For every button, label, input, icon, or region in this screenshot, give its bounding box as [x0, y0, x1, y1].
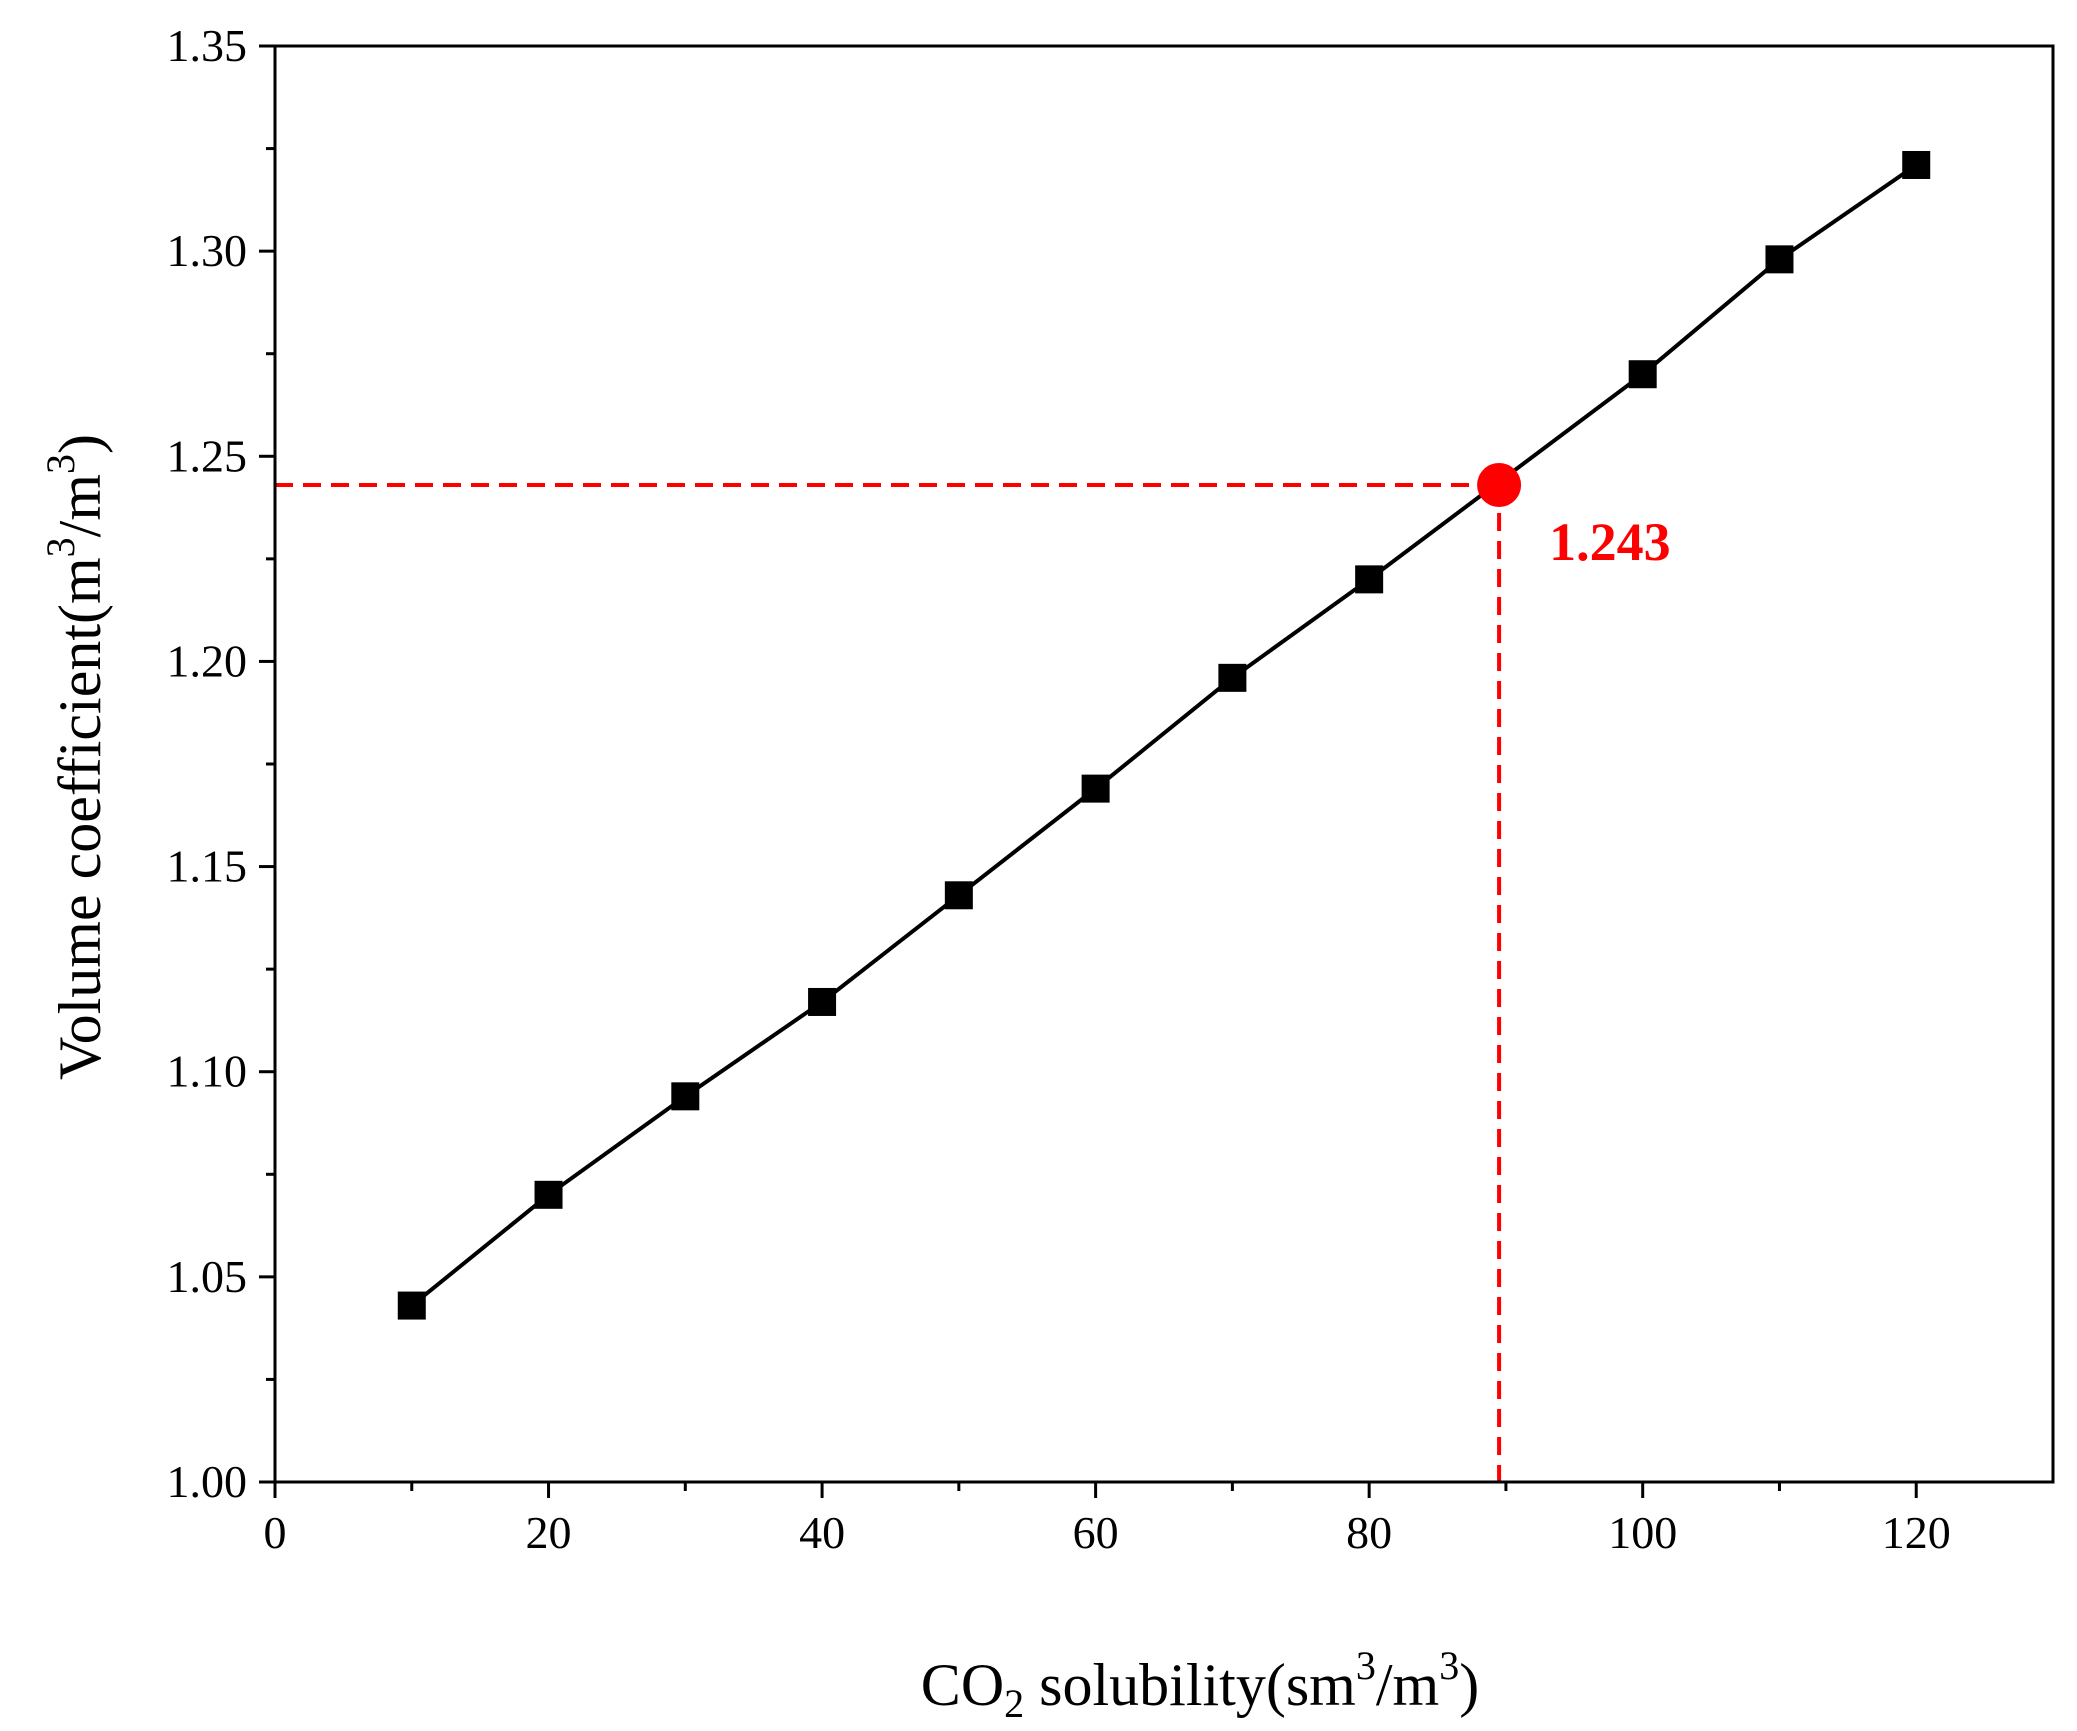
- series-line-group: [410, 163, 1918, 1308]
- data-point: [1218, 663, 1247, 692]
- y-tick-label: 1.00: [167, 1456, 248, 1507]
- x-tick-label: 40: [799, 1507, 845, 1558]
- highlight-point: [1477, 463, 1522, 508]
- x-title-suffix: ): [1459, 1652, 1479, 1718]
- x-tick-label: 60: [1073, 1507, 1119, 1558]
- y-title-suffix: ): [47, 434, 113, 454]
- y-tick-label: 1.20: [167, 635, 248, 686]
- data-point: [808, 987, 837, 1016]
- y-tick-label: 1.25: [167, 430, 248, 481]
- y-tick-label: 1.35: [167, 20, 248, 71]
- highlight-group: 1.243: [1477, 463, 1671, 572]
- x-tick-label: 20: [526, 1507, 572, 1558]
- y-tick-label: 1.30: [167, 225, 248, 276]
- y-title-sup2: 3: [38, 454, 83, 474]
- x-title-middle: solubility(sm: [1024, 1652, 1356, 1718]
- y-title-prefix: Volume coefficient(m: [47, 557, 113, 1080]
- data-point: [671, 1082, 700, 1111]
- highlight-guides: [275, 483, 1502, 1482]
- x-title-sup2: 3: [1439, 1643, 1459, 1688]
- data-point: [1628, 360, 1657, 389]
- data-point: [944, 881, 973, 910]
- axis-ticks: [259, 44, 1918, 1498]
- x-axis-title: CO2 solubility(sm3/m3): [921, 1643, 1479, 1726]
- axis-tick-labels: 0 20 40 60 80 100 120 1.00 1.05 1.10 1.15 1.20 1.25 1…: [167, 20, 1951, 1558]
- y-title-mid: /m: [47, 474, 113, 537]
- x-tick-label: 0: [264, 1507, 287, 1558]
- x-tick-label: 80: [1346, 1507, 1392, 1558]
- x-title-sub: 2: [1004, 1681, 1024, 1726]
- data-point: [1765, 245, 1794, 274]
- data-point: [534, 1180, 563, 1209]
- x-title-mid2: /m: [1376, 1652, 1439, 1718]
- x-title-prefix: CO: [921, 1652, 1004, 1718]
- x-tick-label: 100: [1608, 1507, 1677, 1558]
- data-point: [1081, 774, 1110, 803]
- y-tick-label: 1.10: [167, 1046, 248, 1097]
- y-tick-label: 1.15: [167, 841, 248, 892]
- y-title-sup1: 3: [38, 537, 83, 557]
- data-point: [1902, 150, 1931, 179]
- data-point: [1355, 565, 1384, 594]
- x-tick-label: 120: [1882, 1507, 1951, 1558]
- y-tick-label: 1.05: [167, 1251, 248, 1302]
- series-line: [410, 163, 1918, 1308]
- series-markers: [397, 150, 1931, 1320]
- data-point: [397, 1291, 426, 1320]
- y-axis-title: Volume coefficient(m3/m3): [38, 434, 113, 1080]
- x-title-sup1: 3: [1356, 1643, 1376, 1688]
- highlight-label: 1.243: [1549, 512, 1671, 572]
